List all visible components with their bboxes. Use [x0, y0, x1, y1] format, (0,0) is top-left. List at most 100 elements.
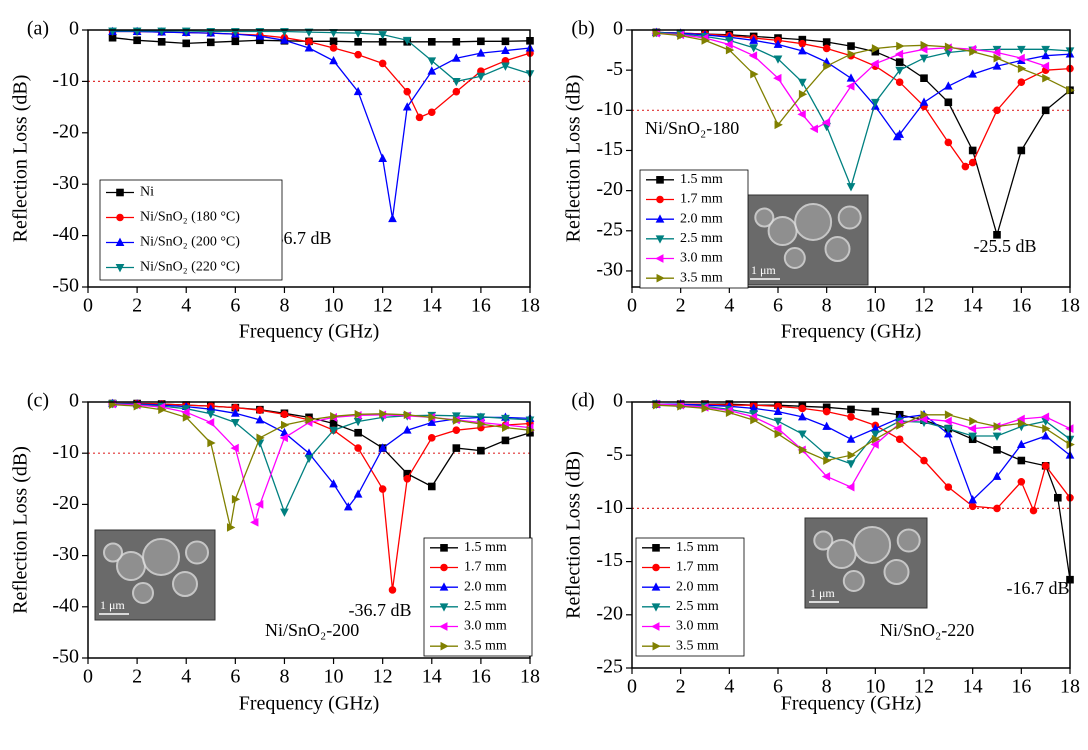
data-point [388, 586, 397, 594]
data-point [823, 456, 832, 465]
data-point [415, 113, 424, 122]
data-point [993, 504, 1001, 513]
data-point [895, 66, 905, 76]
sem-particle [185, 540, 209, 565]
legend-marker [655, 235, 665, 244]
y-tick-label: -10 [596, 496, 623, 518]
panel-label: (a) [27, 18, 49, 40]
data-point [725, 45, 735, 55]
legend-marker [655, 254, 664, 263]
data-point [1017, 456, 1026, 465]
x-tick-label: 0 [627, 295, 637, 317]
data-point [1040, 412, 1050, 422]
data-point [847, 49, 856, 59]
data-point [206, 38, 215, 47]
x-axis-title: Frequency (GHz) [781, 321, 922, 343]
data-point [943, 81, 953, 90]
data-point [1041, 50, 1051, 60]
x-tick-label: 0 [83, 295, 93, 317]
series-line [656, 403, 1071, 488]
x-axis-title: Frequency (GHz) [239, 321, 380, 343]
x-tick-label: 10 [865, 676, 885, 698]
data-point [968, 69, 978, 78]
legend-box [99, 179, 283, 281]
sem-particle [754, 207, 775, 228]
data-point [798, 445, 808, 455]
data-point [774, 429, 783, 439]
data-point [353, 489, 363, 498]
data-point [748, 51, 758, 61]
data-point [427, 57, 437, 66]
data-point [427, 417, 437, 426]
legend-label: 2.0 mm [676, 579, 719, 594]
y-tick-label: 0 [69, 390, 79, 412]
data-point [822, 421, 832, 430]
data-point [230, 408, 240, 417]
x-tick-label: 14 [422, 295, 442, 317]
x-tick-label: 4 [724, 295, 734, 317]
data-point [1041, 45, 1051, 55]
legend-label: Ni/SnO₂ (220 °C) [140, 260, 240, 275]
sem-particle [842, 570, 865, 592]
data-point [847, 42, 855, 50]
scale-bar-label: 1 μm [751, 263, 776, 277]
data-point [968, 495, 978, 504]
data-point [993, 446, 1001, 454]
plot-frame [631, 401, 1071, 669]
data-point [992, 61, 1002, 70]
data-point [402, 102, 412, 111]
data-point [797, 46, 807, 55]
series-line [656, 32, 1046, 130]
data-point [1017, 146, 1026, 155]
sample-label: Ni/SnO₂-200 [265, 620, 359, 640]
x-axis-title: Frequency (GHz) [239, 693, 380, 715]
data-point [871, 434, 881, 444]
data-point [846, 460, 856, 469]
data-point [895, 58, 904, 66]
data-point [725, 408, 735, 417]
data-point [919, 54, 929, 63]
data-point [750, 415, 759, 425]
data-point [476, 413, 486, 422]
data-point [895, 78, 904, 87]
data-point [182, 39, 191, 48]
sem-particle [853, 526, 892, 564]
data-point [822, 44, 831, 53]
sample-label: Ni/SnO₂-180 [645, 118, 739, 138]
legend-label: 3.5 mm [676, 638, 719, 653]
data-point [847, 405, 855, 414]
x-tick-label: 14 [963, 295, 983, 317]
data-point [1041, 106, 1050, 115]
data-point [427, 66, 437, 75]
annotation: -36.7 dB [349, 600, 412, 620]
data-point [231, 37, 240, 46]
legend-label: 2.5 mm [676, 599, 719, 614]
sem-particle [824, 236, 851, 262]
data-point [231, 494, 241, 504]
data-point [846, 73, 856, 82]
data-point [133, 401, 142, 411]
data-point [1017, 78, 1026, 87]
series-line [112, 403, 531, 528]
y-tick-label: -25 [596, 218, 623, 240]
legend-label: Ni/SnO₂ (180 °C) [140, 210, 240, 225]
data-point [402, 36, 412, 46]
series-line [112, 402, 531, 509]
data-point [969, 416, 978, 426]
data-point [1017, 477, 1026, 486]
data-point [304, 43, 314, 52]
data-point [329, 37, 338, 46]
data-point [477, 419, 486, 429]
legend-marker [439, 582, 449, 591]
data-point [378, 59, 387, 68]
x-tick-label: 18 [1060, 676, 1080, 698]
data-point [821, 472, 831, 481]
x-tick-label: 6 [773, 676, 783, 698]
data-point [280, 508, 289, 517]
sem-particle [783, 247, 806, 269]
x-tick-label: 8 [822, 676, 832, 698]
y-tick-label: -30 [596, 259, 623, 281]
data-point [230, 443, 239, 453]
legend-marker [440, 563, 448, 572]
data-point [920, 456, 928, 465]
